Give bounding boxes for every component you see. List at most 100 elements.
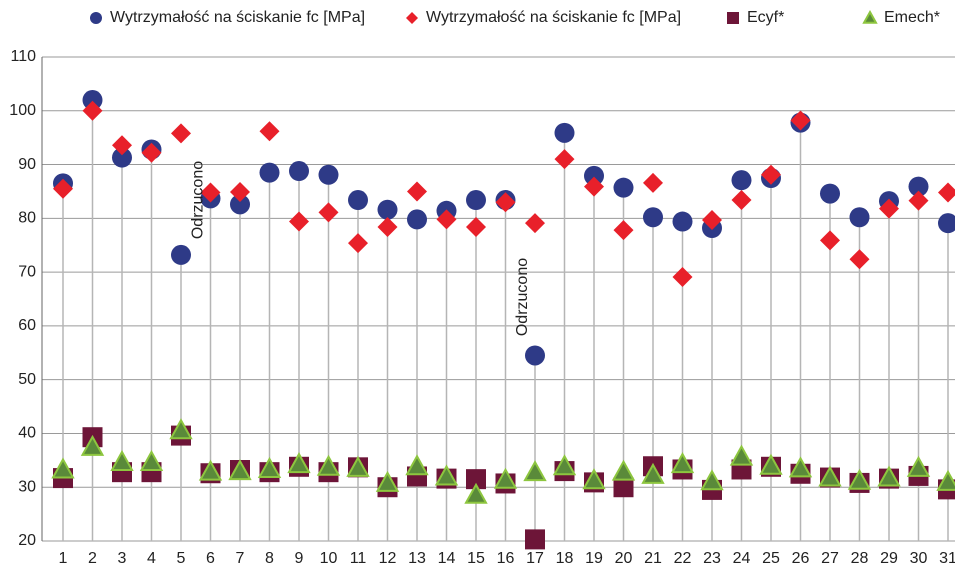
- y-tick-label: 50: [18, 371, 36, 388]
- point: [936, 469, 955, 491]
- y-tick-label: 40: [18, 425, 36, 442]
- point: [672, 266, 693, 287]
- annotation: Odrzucono: [514, 258, 531, 336]
- x-tick-label: 31: [939, 550, 955, 567]
- point: [198, 459, 223, 481]
- point: [171, 244, 191, 265]
- point: [259, 162, 280, 183]
- point: [375, 470, 400, 492]
- point: [289, 161, 309, 182]
- point: [466, 469, 486, 490]
- point: [908, 176, 929, 197]
- x-tick-label: 6: [206, 550, 215, 567]
- legend-marker: [862, 9, 878, 24]
- point: [377, 199, 398, 220]
- point: [700, 469, 724, 491]
- point: [112, 147, 132, 168]
- point: [761, 164, 781, 185]
- point: [879, 198, 899, 219]
- point: [348, 190, 368, 211]
- y-tick-label: 30: [18, 478, 36, 495]
- x-tick-label: 12: [379, 550, 397, 567]
- point: [112, 135, 132, 156]
- x-tick-label: 28: [851, 550, 869, 567]
- point: [434, 464, 459, 486]
- point: [348, 233, 368, 254]
- y-tick-label: 90: [18, 156, 36, 173]
- point: [407, 209, 427, 230]
- point: [377, 216, 398, 237]
- x-tick-label: 13: [408, 550, 426, 567]
- point: [466, 190, 486, 211]
- point: [346, 455, 370, 477]
- point: [257, 456, 282, 478]
- point: [584, 165, 604, 186]
- point: [759, 453, 783, 475]
- point: [849, 207, 870, 228]
- point: [849, 249, 870, 270]
- y-tick-label: 70: [18, 263, 36, 280]
- point: [230, 194, 250, 215]
- point: [466, 216, 486, 237]
- x-tick-label: 23: [703, 550, 721, 567]
- legend-marker: [406, 12, 418, 24]
- legend-marker: [727, 12, 739, 24]
- x-tick-label: 24: [733, 550, 751, 567]
- point: [818, 465, 842, 487]
- point: [169, 418, 193, 440]
- point: [788, 456, 813, 478]
- point: [672, 211, 693, 232]
- x-tick-label: 20: [615, 550, 633, 567]
- annotation: Odrzucono: [190, 161, 207, 239]
- point: [405, 454, 429, 476]
- point: [287, 452, 311, 474]
- x-tick-label: 7: [236, 550, 245, 567]
- legend-label: Wytrzymałość na ściskanie fc [MPa]: [110, 9, 365, 26]
- x-tick-label: 10: [320, 550, 338, 567]
- point: [938, 213, 955, 234]
- point: [613, 220, 634, 241]
- point: [318, 202, 339, 223]
- point: [230, 181, 250, 202]
- legend-label: Emech*: [884, 9, 940, 26]
- legend-marker: [90, 12, 102, 24]
- x-tick-label: 1: [59, 550, 68, 567]
- x-tick-label: 9: [295, 550, 304, 567]
- point: [790, 110, 811, 131]
- point: [259, 121, 280, 142]
- point: [641, 462, 665, 484]
- point: [407, 181, 427, 202]
- x-tick-label: 14: [438, 550, 456, 567]
- point: [643, 172, 663, 193]
- point: [110, 449, 134, 471]
- x-tick-label: 11: [350, 550, 367, 567]
- x-tick-label: 29: [880, 550, 898, 567]
- x-tick-label: 16: [497, 550, 515, 567]
- point: [464, 482, 488, 504]
- point: [847, 468, 872, 490]
- y-tick-label: 110: [10, 48, 36, 65]
- x-tick-label: 4: [147, 550, 156, 567]
- point: [670, 452, 695, 474]
- point: [611, 459, 636, 481]
- point: [906, 455, 931, 477]
- x-tick-label: 3: [118, 550, 127, 567]
- point: [613, 477, 634, 498]
- point: [554, 122, 575, 143]
- point: [228, 459, 252, 481]
- x-tick-label: 22: [674, 550, 692, 567]
- point: [525, 345, 545, 366]
- x-tick-label: 21: [644, 550, 662, 567]
- point: [200, 182, 221, 203]
- x-tick-label: 30: [910, 550, 928, 567]
- legend-label: Wytrzymałość na ściskanie fc [MPa]: [426, 9, 681, 26]
- point: [525, 213, 545, 234]
- point: [525, 529, 545, 550]
- x-tick-label: 15: [467, 550, 485, 567]
- point: [82, 90, 103, 111]
- point: [171, 123, 191, 144]
- point: [318, 164, 339, 185]
- x-tick-label: 2: [88, 550, 97, 567]
- point: [523, 460, 547, 482]
- point: [582, 468, 606, 490]
